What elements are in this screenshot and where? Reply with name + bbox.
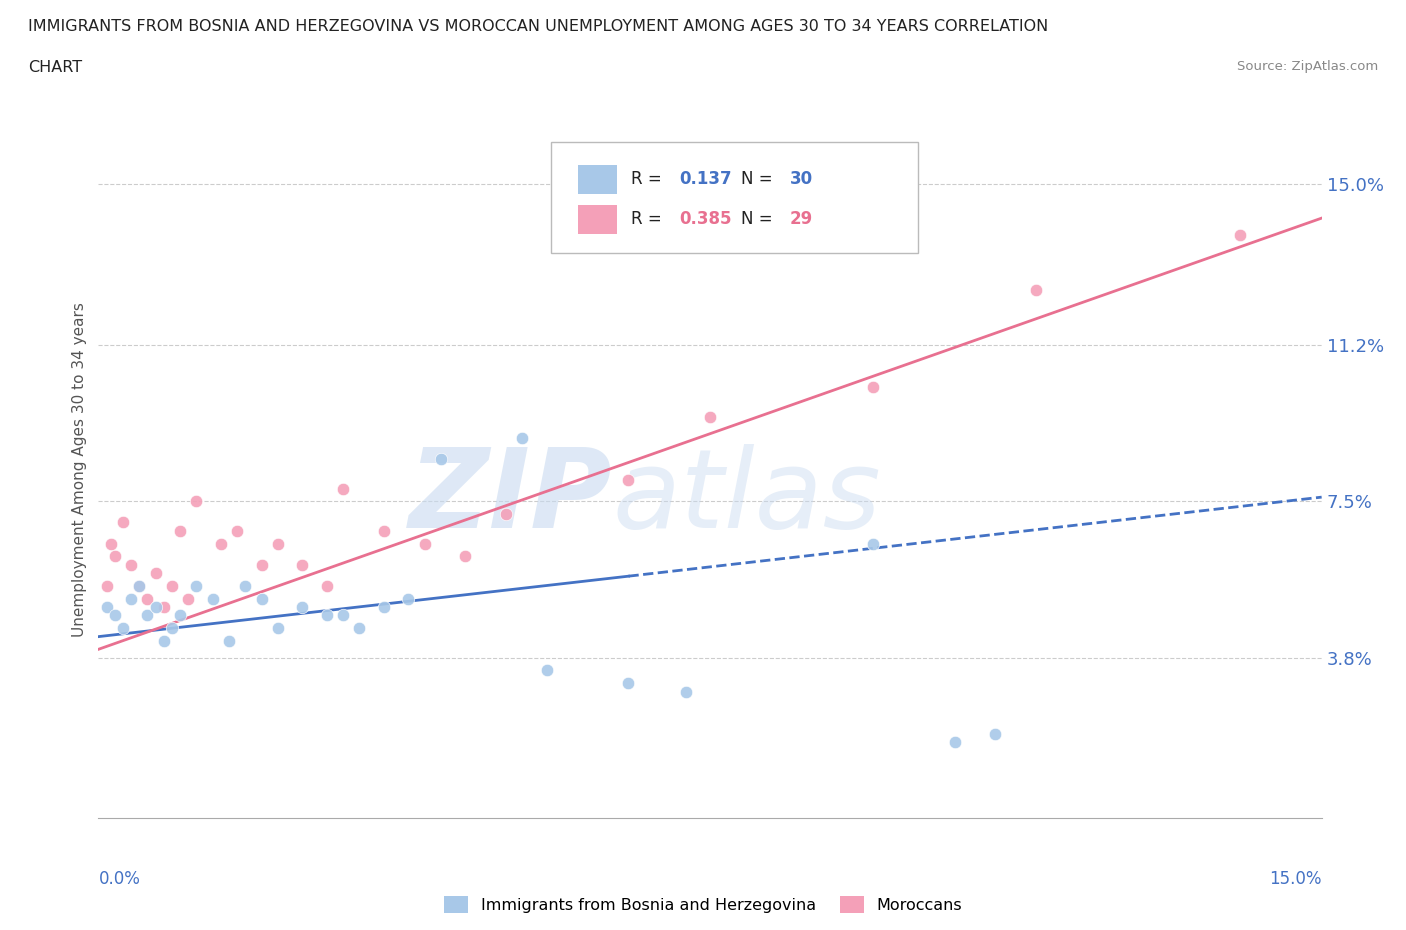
Point (104, 549, 127, 564)
Text: R =: R = (630, 170, 661, 188)
Point (454, 549, 477, 564)
Text: Source: ZipAtlas.com: Source: ZipAtlas.com (1237, 60, 1378, 73)
Point (267, 620, 290, 635)
Point (699, 409, 721, 424)
Point (267, 537, 290, 551)
Point (111, 515, 134, 530)
Text: 0.0%: 0.0% (98, 870, 141, 888)
Bar (578, 205, 617, 234)
Text: 15.0%: 15.0% (1270, 870, 1322, 888)
Point (136, 608, 159, 623)
Text: CHART: CHART (28, 60, 82, 75)
Point (675, 684, 697, 699)
FancyBboxPatch shape (551, 142, 918, 254)
Point (862, 379, 884, 394)
Point (332, 481, 354, 496)
Point (226, 524, 249, 538)
Point (1229, 228, 1251, 243)
Text: N =: N = (741, 209, 772, 228)
Point (233, 578, 256, 593)
Point (617, 676, 640, 691)
Point (128, 578, 150, 593)
Point (373, 600, 395, 615)
Point (315, 608, 337, 623)
Bar (578, 165, 617, 194)
Point (120, 557, 142, 572)
Text: 0.137: 0.137 (679, 170, 733, 188)
Point (128, 578, 150, 593)
Point (104, 608, 127, 623)
Point (152, 600, 174, 615)
Point (430, 452, 453, 467)
Point (984, 726, 1007, 741)
Point (145, 565, 167, 580)
Point (862, 537, 884, 551)
Point (373, 524, 395, 538)
Point (349, 620, 371, 635)
Point (169, 608, 191, 623)
Point (250, 591, 273, 606)
Point (152, 633, 174, 648)
Point (201, 591, 224, 606)
Point (160, 620, 183, 635)
Point (332, 608, 354, 623)
Y-axis label: Unemployment Among Ages 30 to 34 years: Unemployment Among Ages 30 to 34 years (72, 302, 87, 637)
Point (495, 507, 517, 522)
Point (120, 591, 142, 606)
Text: N =: N = (741, 170, 772, 188)
Text: 29: 29 (790, 209, 813, 228)
Point (1025, 283, 1047, 298)
Point (186, 494, 208, 509)
Text: R =: R = (630, 209, 661, 228)
Point (218, 633, 240, 648)
Point (413, 537, 436, 551)
Point (169, 524, 191, 538)
Text: atlas: atlas (612, 444, 880, 551)
Point (315, 578, 337, 593)
Point (250, 557, 273, 572)
Point (96, 578, 118, 593)
Point (177, 591, 200, 606)
Point (145, 600, 167, 615)
Point (291, 600, 314, 615)
Text: 0.385: 0.385 (679, 209, 733, 228)
Point (209, 537, 232, 551)
Point (617, 472, 640, 487)
Point (291, 557, 314, 572)
Point (111, 620, 134, 635)
Point (186, 578, 208, 593)
Point (160, 578, 183, 593)
Point (100, 537, 122, 551)
Point (396, 591, 419, 606)
Point (536, 663, 558, 678)
Point (96, 600, 118, 615)
Legend: Immigrants from Bosnia and Herzegovina, Moroccans: Immigrants from Bosnia and Herzegovina, … (444, 897, 962, 912)
Point (136, 591, 159, 606)
Text: ZIP: ZIP (409, 444, 612, 551)
Point (943, 735, 966, 750)
Text: IMMIGRANTS FROM BOSNIA AND HERZEGOVINA VS MOROCCAN UNEMPLOYMENT AMONG AGES 30 TO: IMMIGRANTS FROM BOSNIA AND HERZEGOVINA V… (28, 19, 1049, 33)
Point (512, 431, 534, 445)
Text: 30: 30 (790, 170, 813, 188)
